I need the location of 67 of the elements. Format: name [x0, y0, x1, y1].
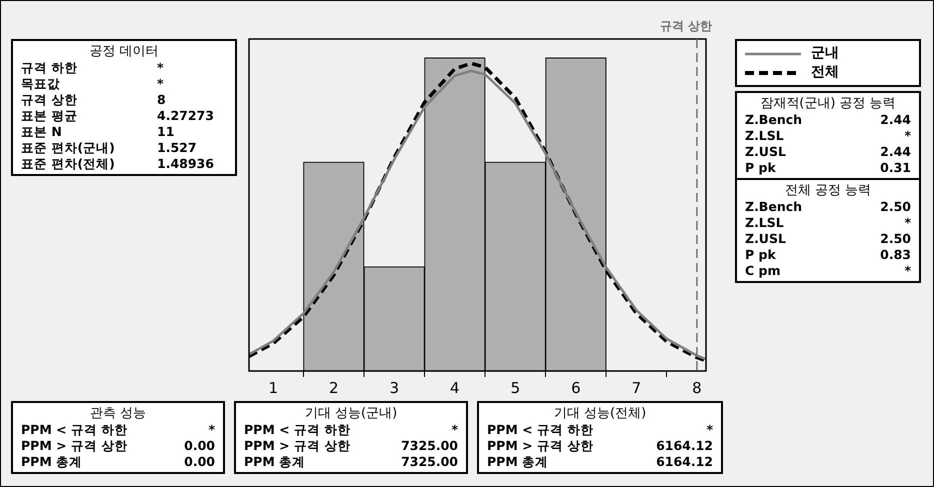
text: 잠재적(군내) 공정 능력	[759, 95, 897, 112]
text: C pm	[745, 263, 780, 279]
ref-line-label: 규격 상한	[660, 19, 712, 34]
text: 표본 N	[21, 124, 62, 140]
text: 표본 평균	[21, 108, 78, 124]
text: 2.50	[880, 231, 911, 247]
x-tick-label: 4	[450, 378, 460, 397]
text: PPM > 규격 상한	[487, 438, 594, 454]
x-tick-label: 8	[692, 378, 702, 397]
text: 목표값	[21, 76, 60, 92]
text: P pk	[745, 160, 776, 176]
text: 6164.12	[656, 438, 713, 454]
text: 7325.00	[401, 438, 458, 454]
x-tick-label: 5	[510, 378, 520, 397]
text: 표준 편차(군내)	[21, 140, 115, 156]
text: Z.LSL	[745, 128, 784, 144]
legend-label: 군내	[811, 44, 839, 63]
text: *	[904, 128, 911, 144]
text: 규격 상한	[21, 92, 78, 108]
text: PPM 총계	[487, 454, 548, 470]
text: 11	[157, 124, 176, 140]
text: 관측 성능	[88, 405, 148, 422]
text: *	[706, 422, 713, 438]
text: *	[904, 215, 911, 231]
text: PPM 총계	[244, 454, 306, 470]
text: 1.527	[157, 140, 198, 156]
text: 0.31	[880, 160, 911, 176]
x-tick-label: 2	[328, 378, 339, 397]
text: 1.48936	[157, 156, 215, 172]
text: PPM > 규격 상한	[244, 438, 350, 454]
legend-label: 전체	[811, 63, 839, 82]
text: 공정 데이터	[88, 43, 160, 60]
text: 표준 편차(전체)	[21, 156, 115, 172]
x-tick-label: 7	[632, 378, 642, 397]
text: Z.USL	[745, 231, 786, 247]
text: 2.44	[880, 144, 911, 160]
text: PPM > 규격 상한	[21, 438, 128, 454]
x-tick-label: 3	[390, 378, 400, 397]
text: PPM < 규격 하한	[244, 422, 350, 438]
text: Z.LSL	[745, 215, 784, 231]
text: *	[451, 422, 458, 438]
text: 2.50	[880, 199, 911, 215]
text: Z.Bench	[745, 199, 802, 215]
text: 7325.00	[401, 454, 458, 470]
text: 8	[157, 92, 167, 108]
text: Z.USL	[745, 144, 786, 160]
text: *	[208, 422, 215, 438]
text: 0.00	[184, 454, 215, 470]
text: PPM 총계	[21, 454, 82, 470]
text: 6164.12	[656, 454, 713, 470]
text: 기대 성능(전체)	[552, 405, 648, 422]
text: 전체 공정 능력	[784, 182, 872, 199]
text: 규격 하한	[21, 60, 78, 76]
text: Z.Bench	[745, 112, 802, 128]
x-tick-label: 1	[268, 378, 278, 397]
x-tick-label: 6	[571, 378, 581, 397]
text: 기대 성능(군내)	[304, 405, 398, 422]
text: 0.83	[880, 247, 911, 263]
text: 2.44	[880, 112, 911, 128]
text: *	[157, 76, 165, 92]
text: PPM < 규격 하한	[487, 422, 594, 438]
text: *	[157, 60, 165, 76]
text: PPM < 규격 하한	[21, 422, 128, 438]
text: 4.27273	[157, 108, 215, 124]
text: 0.00	[184, 438, 215, 454]
text: *	[904, 263, 911, 279]
text: P pk	[745, 247, 776, 263]
